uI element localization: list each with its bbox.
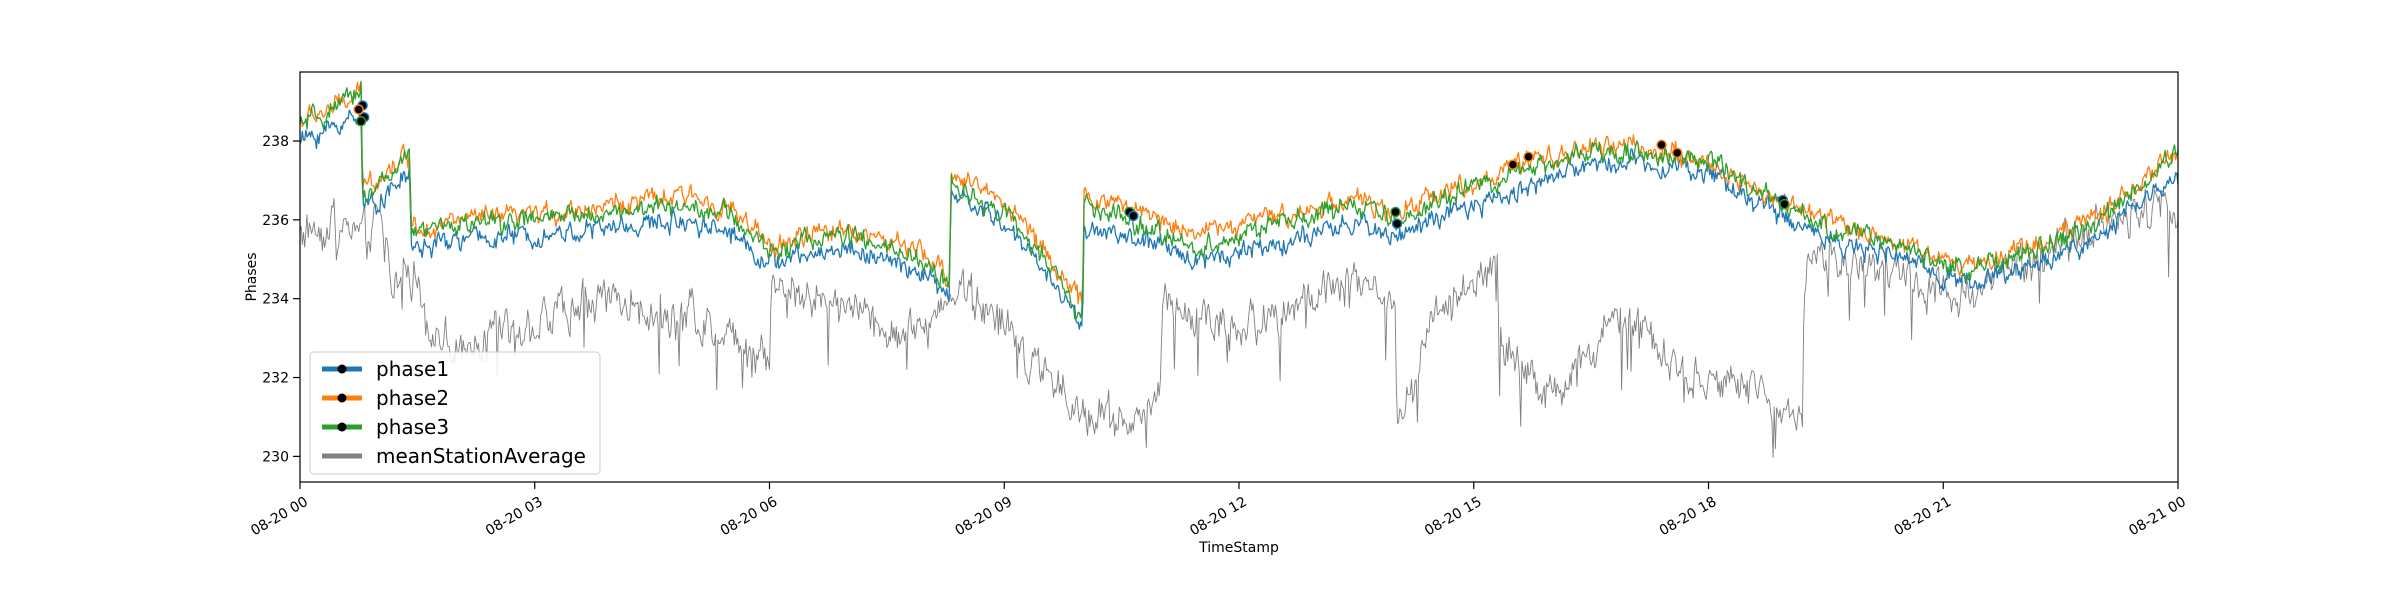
legend-marker-phase2 (337, 393, 347, 403)
series-line-phase2 (299, 80, 2179, 305)
legend-label-phase1: phase1 (376, 357, 449, 381)
event-marker (1656, 139, 1667, 151)
event-marker (1523, 151, 1534, 163)
event-marker (1390, 206, 1401, 218)
y-axis-label: Phases (244, 252, 260, 301)
legend-label-meanStationAverage: meanStationAverage (376, 444, 586, 468)
y-tick-label: 234 (262, 292, 289, 308)
event-marker (1391, 218, 1403, 230)
event-marker (1671, 147, 1683, 159)
legend-marker-phase1 (337, 364, 347, 374)
series-line-phase1 (299, 109, 2179, 330)
series-line-phase3 (299, 81, 2179, 320)
x-axis-label: TimeStamp (1198, 540, 1279, 556)
event-marker (1779, 198, 1790, 210)
legend: phase1 phase2 phase3 meanStationAverage (309, 351, 601, 475)
y-tick-label: 236 (262, 213, 289, 229)
legend-label-phase2: phase2 (376, 386, 449, 410)
event-marker (353, 104, 364, 115)
event-marker (355, 116, 367, 127)
event-marker (1128, 210, 1139, 222)
event-marker (1507, 159, 1519, 170)
legend-label-phase3: phase3 (376, 415, 449, 439)
y-tick-label: 238 (262, 134, 289, 150)
y-tick-label: 230 (262, 449, 289, 465)
y-tick-label: 232 (262, 371, 289, 387)
series-layer (299, 80, 2179, 459)
series-line-meanStationAverage (299, 188, 2179, 459)
event-marker-layer (353, 100, 1790, 230)
legend-marker-phase3 (337, 422, 347, 432)
legend-box (309, 351, 601, 475)
